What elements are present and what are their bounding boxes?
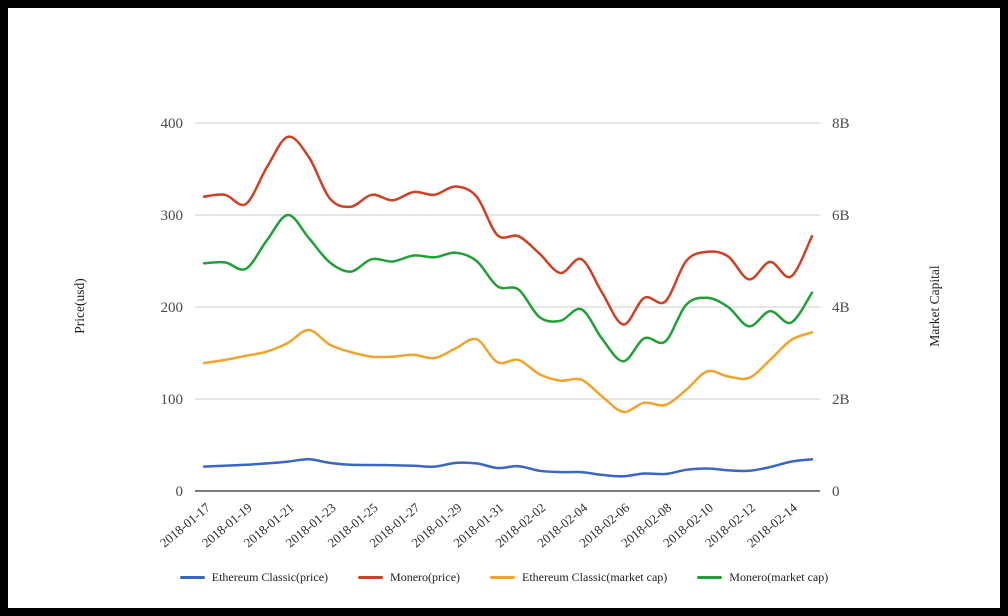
- legend-item-ethereum-classic-price-: Ethereum Classic(price): [179, 570, 329, 585]
- legend-label: Monero(price): [390, 570, 461, 584]
- right-axis-tick-label: 6B: [832, 208, 850, 224]
- left-axis-tick-label: 300: [161, 208, 184, 224]
- price-marketcap-line-chart: 010020030040002B4B6B8B2018-01-172018-01-…: [157, 116, 850, 550]
- legend-swatch: [490, 576, 516, 579]
- left-axis-tick-label: 0: [176, 484, 184, 500]
- right-axis-tick-label: 2B: [832, 392, 850, 408]
- series-line-monero-market-cap-: [202, 213, 814, 363]
- legend-item-monero-price-: Monero(price): [358, 570, 460, 585]
- right-axis-tick-label: 4B: [832, 300, 850, 316]
- left-axis-tick-label: 400: [161, 116, 184, 132]
- legend-label: Monero(market cap): [729, 570, 829, 584]
- legend-item-ethereum-classic-market-cap-: Ethereum Classic(market cap): [490, 570, 667, 585]
- right-axis-tick-label: 8B: [832, 116, 850, 132]
- series-line-ethereum-classic-price-: [202, 458, 814, 478]
- right-axis-title: Market Capital: [927, 265, 942, 347]
- left-axis-title: Price(usd): [72, 278, 87, 334]
- left-axis-tick-label: 200: [161, 300, 184, 316]
- left-axis-tick-label: 100: [161, 392, 184, 408]
- legend-swatch: [697, 576, 723, 579]
- series-line-ethereum-classic-market-cap-: [202, 328, 814, 414]
- right-axis-tick-label: 0: [832, 484, 840, 500]
- legend: Ethereum Classic(price) Monero(price) Ethe…: [8, 570, 1000, 585]
- legend-swatch: [179, 576, 205, 579]
- legend-item-monero-market-cap-: Monero(market cap): [697, 570, 828, 585]
- legend-label: Ethereum Classic(market cap): [522, 570, 668, 584]
- legend-label: Ethereum Classic(price): [211, 570, 329, 584]
- legend-swatch: [358, 576, 384, 579]
- series-line-monero-price-: [202, 135, 814, 326]
